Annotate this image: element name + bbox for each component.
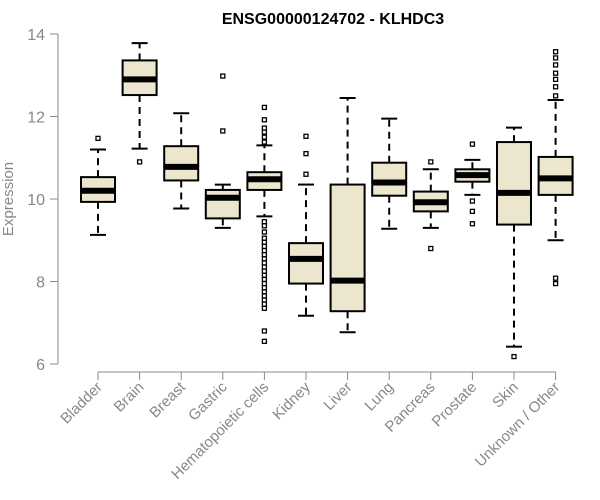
outlier-point (136, 159, 143, 165)
box-group-pancreas (412, 159, 449, 252)
chart-title: ENSG00000124702 - KLHDC3 (222, 11, 444, 28)
y-tick-label: 6 (36, 357, 45, 374)
box-group-breast (163, 112, 200, 210)
outlier-point (261, 328, 268, 334)
outlier-point (552, 62, 559, 68)
outlier-point (261, 235, 268, 241)
outlier-point (511, 353, 517, 360)
outlier-point (552, 280, 559, 287)
outlier-point (261, 272, 268, 278)
boxes-layer (80, 42, 574, 360)
x-category-label: Prostate (429, 379, 481, 431)
outlier-point (261, 305, 268, 311)
outlier-point (261, 219, 268, 225)
box-group-lung (371, 117, 408, 230)
iqr-box (496, 141, 532, 226)
outlier-point (261, 252, 268, 258)
iqr-box (371, 161, 408, 197)
outlier-point (261, 243, 268, 250)
outlier-point (220, 73, 226, 79)
outlier-point (261, 301, 268, 307)
outlier-point (261, 268, 268, 274)
outlier-point (552, 76, 559, 83)
x-category-label: Brain (111, 379, 148, 416)
outlier-point (469, 141, 476, 147)
box-group-hematopoietic-cells (246, 104, 283, 344)
outlier-point (552, 70, 559, 76)
outlier-point (469, 208, 476, 215)
box-group-prostate (454, 141, 491, 227)
outlier-point (261, 139, 268, 145)
box-group-liver (329, 96, 366, 334)
y-tick-label: 10 (27, 192, 45, 209)
outlier-point (552, 275, 559, 281)
outlier-point (261, 104, 268, 111)
outlier-point (428, 245, 434, 252)
y-axis: 6 8 10 12 14 (27, 27, 59, 374)
outlier-point (552, 84, 559, 90)
outlier-point (552, 49, 559, 55)
outlier-point (303, 150, 309, 157)
outlier-point (261, 285, 268, 291)
outlier-point (261, 223, 268, 229)
box-group-bladder (80, 135, 116, 236)
outlier-point (261, 129, 268, 135)
outlier-point (469, 198, 476, 204)
outlier-point (261, 297, 268, 303)
x-category-label: Lung (361, 379, 397, 415)
outlier-point (303, 171, 309, 177)
outlier-point (261, 289, 268, 295)
outlier-point (552, 55, 559, 61)
outlier-point (261, 293, 268, 299)
outlier-point (261, 125, 268, 131)
iqr-box (163, 145, 200, 182)
x-category-label: Liver (320, 379, 355, 414)
box-group-brain (121, 42, 158, 165)
outlier-point (261, 338, 268, 344)
outlier-point (261, 247, 268, 254)
x-category-label: Kidney (269, 378, 314, 423)
outlier-point (261, 134, 268, 140)
x-category-label: Bladder (57, 379, 106, 428)
outlier-point (428, 159, 434, 165)
iqr-box (204, 188, 241, 220)
outlier-point (261, 264, 268, 270)
outlier-point (95, 135, 101, 142)
outlier-point (261, 276, 268, 283)
iqr-box (288, 242, 324, 285)
y-tick-label: 12 (27, 110, 45, 127)
outlier-point (261, 229, 268, 235)
x-category-label: Breast (146, 378, 189, 421)
box-group-gastric (204, 73, 241, 229)
y-tick-label: 14 (27, 27, 45, 44)
outlier-point (220, 128, 226, 134)
x-category-label: Skin (489, 379, 522, 412)
y-axis-title: Expression (0, 162, 17, 236)
outlier-point (261, 239, 268, 245)
outlier-point (261, 256, 268, 262)
outlier-point (261, 280, 268, 287)
outlier-point (303, 133, 309, 139)
box-group-unknown-other (537, 49, 574, 287)
box-group-skin (496, 126, 532, 360)
y-tick-label: 8 (36, 275, 45, 292)
iqr-box (329, 183, 366, 313)
outlier-point (261, 260, 268, 266)
outlier-point (261, 117, 268, 123)
outlier-point (469, 221, 476, 227)
box-group-kidney (288, 133, 324, 317)
outlier-point (552, 93, 559, 99)
